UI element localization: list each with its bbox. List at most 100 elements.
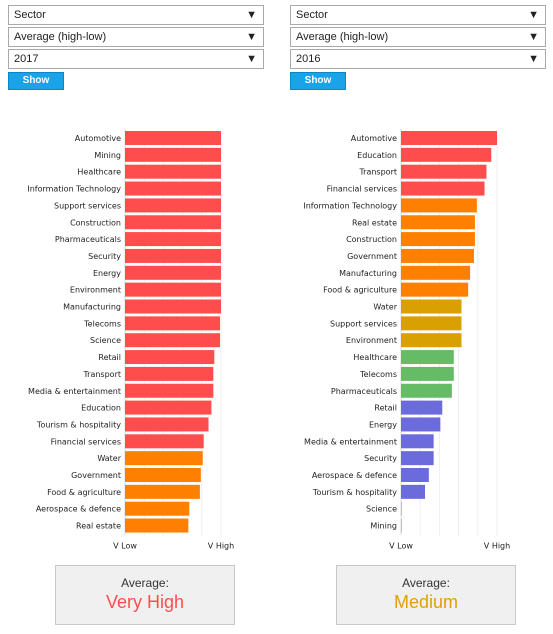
bar-left-23[interactable] — [125, 518, 189, 533]
bar-right-10[interactable] — [401, 299, 462, 314]
category-label: Water — [373, 303, 397, 312]
average-box-right: Average: Medium — [336, 565, 516, 625]
bar-left-18[interactable] — [125, 434, 204, 449]
bar-left-5[interactable] — [125, 215, 221, 230]
year-select-left[interactable]: 2017 ▼ — [8, 49, 264, 69]
bar-left-9[interactable] — [125, 282, 221, 297]
chevron-down-icon: ▼ — [246, 9, 257, 21]
bar-left-14[interactable] — [125, 366, 214, 381]
bar-left-7[interactable] — [125, 248, 221, 263]
category-label: Mining — [94, 151, 121, 160]
category-label: Food & agriculture — [47, 488, 121, 497]
bar-right-3[interactable] — [401, 181, 485, 196]
category-label: Environment — [70, 286, 121, 295]
category-label: Government — [347, 252, 397, 261]
bar-right-14[interactable] — [401, 366, 454, 381]
bar-right-15[interactable] — [401, 383, 452, 398]
bar-left-21[interactable] — [125, 484, 200, 499]
category-label: Tourism & hospitality — [36, 420, 121, 429]
bar-left-4[interactable] — [125, 198, 221, 213]
category-label: Aerospace & defence — [312, 471, 397, 480]
category-label: Security — [364, 454, 397, 463]
bar-right-23[interactable] — [401, 518, 402, 533]
bar-left-12[interactable] — [125, 333, 221, 348]
bar-left-17[interactable] — [125, 417, 209, 432]
category-label: Science — [366, 505, 397, 514]
bar-left-13[interactable] — [125, 350, 215, 365]
bar-right-22[interactable] — [401, 501, 402, 516]
bar-left-3[interactable] — [125, 181, 221, 196]
bar-left-20[interactable] — [125, 468, 201, 482]
bar-left-22[interactable] — [125, 501, 190, 516]
show-button-left[interactable]: Show — [8, 72, 64, 90]
category-label: Telecoms — [359, 370, 397, 379]
sector-select-left[interactable]: Sector ▼ — [8, 5, 264, 25]
category-label: Construction — [346, 235, 397, 244]
bar-right-20[interactable] — [401, 468, 429, 482]
year-select-right-value: 2016 — [296, 53, 321, 65]
category-label: Mining — [370, 522, 397, 531]
bar-right-1[interactable] — [401, 147, 492, 162]
bar-left-0[interactable] — [125, 131, 221, 145]
category-label: Support services — [54, 201, 121, 210]
category-label: Media & entertainment — [304, 437, 397, 446]
bar-right-0[interactable] — [401, 131, 497, 145]
category-label: Education — [81, 404, 121, 413]
bar-right-2[interactable] — [401, 164, 487, 179]
axis-tick-low: V Low — [389, 541, 413, 550]
bar-right-4[interactable] — [401, 198, 477, 213]
category-label: Manufacturing — [339, 269, 397, 278]
bar-left-15[interactable] — [125, 383, 214, 398]
bar-right-17[interactable] — [401, 417, 441, 432]
category-label: Automotive — [75, 134, 121, 143]
chevron-down-icon: ▼ — [528, 31, 539, 43]
category-label: Energy — [369, 420, 397, 429]
bar-left-10[interactable] — [125, 299, 221, 314]
year-select-right[interactable]: 2016 ▼ — [290, 49, 546, 69]
bar-left-11[interactable] — [125, 316, 221, 331]
measure-select-left[interactable]: Average (high-low) ▼ — [8, 27, 264, 47]
average-label-left: Average: — [121, 576, 169, 590]
bar-right-5[interactable] — [401, 215, 475, 230]
category-label: Information Technology — [303, 201, 397, 210]
category-label: Transport — [82, 370, 121, 379]
show-button-right[interactable]: Show — [290, 72, 346, 90]
category-label: Healthcare — [77, 168, 121, 177]
bar-left-2[interactable] — [125, 164, 221, 179]
bar-left-6[interactable] — [125, 232, 221, 247]
average-value-left: Very High — [105, 592, 185, 612]
bar-right-18[interactable] — [401, 434, 434, 449]
category-label: Construction — [70, 218, 121, 227]
bar-right-6[interactable] — [401, 232, 475, 247]
category-label: Energy — [93, 269, 121, 278]
sector-bar-chart-right: Automotive Education Transport Financial se… — [303, 129, 510, 550]
bar-right-21[interactable] — [401, 484, 425, 499]
category-label: Telecoms — [83, 319, 121, 328]
bar-right-7[interactable] — [401, 248, 474, 263]
bar-left-19[interactable] — [125, 451, 203, 466]
measure-select-left-value: Average (high-low) — [14, 31, 107, 43]
average-box-left: Average: Very High — [55, 565, 235, 625]
bar-left-8[interactable] — [125, 265, 221, 280]
bar-right-8[interactable] — [401, 265, 471, 280]
bar-right-16[interactable] — [401, 400, 443, 415]
category-label: Food & agriculture — [323, 286, 397, 295]
category-label: Retail — [374, 404, 397, 413]
bar-right-19[interactable] — [401, 451, 434, 466]
category-label: Real estate — [352, 218, 397, 227]
bar-right-9[interactable] — [401, 282, 469, 297]
bar-right-11[interactable] — [401, 316, 462, 331]
category-label: Media & entertainment — [28, 387, 121, 396]
sector-select-left-value: Sector — [14, 9, 46, 21]
bar-left-1[interactable] — [125, 147, 221, 162]
category-label: Science — [90, 336, 121, 345]
chevron-down-icon: ▼ — [246, 31, 257, 43]
bar-left-16[interactable] — [125, 400, 212, 415]
sector-select-right[interactable]: Sector ▼ — [290, 5, 546, 25]
bar-right-13[interactable] — [401, 350, 454, 365]
chevron-down-icon: ▼ — [528, 53, 539, 65]
category-label: Manufacturing — [63, 303, 121, 312]
measure-select-right[interactable]: Average (high-low) ▼ — [290, 27, 546, 47]
category-label: Information Technology — [27, 185, 121, 194]
bar-right-12[interactable] — [401, 333, 462, 348]
